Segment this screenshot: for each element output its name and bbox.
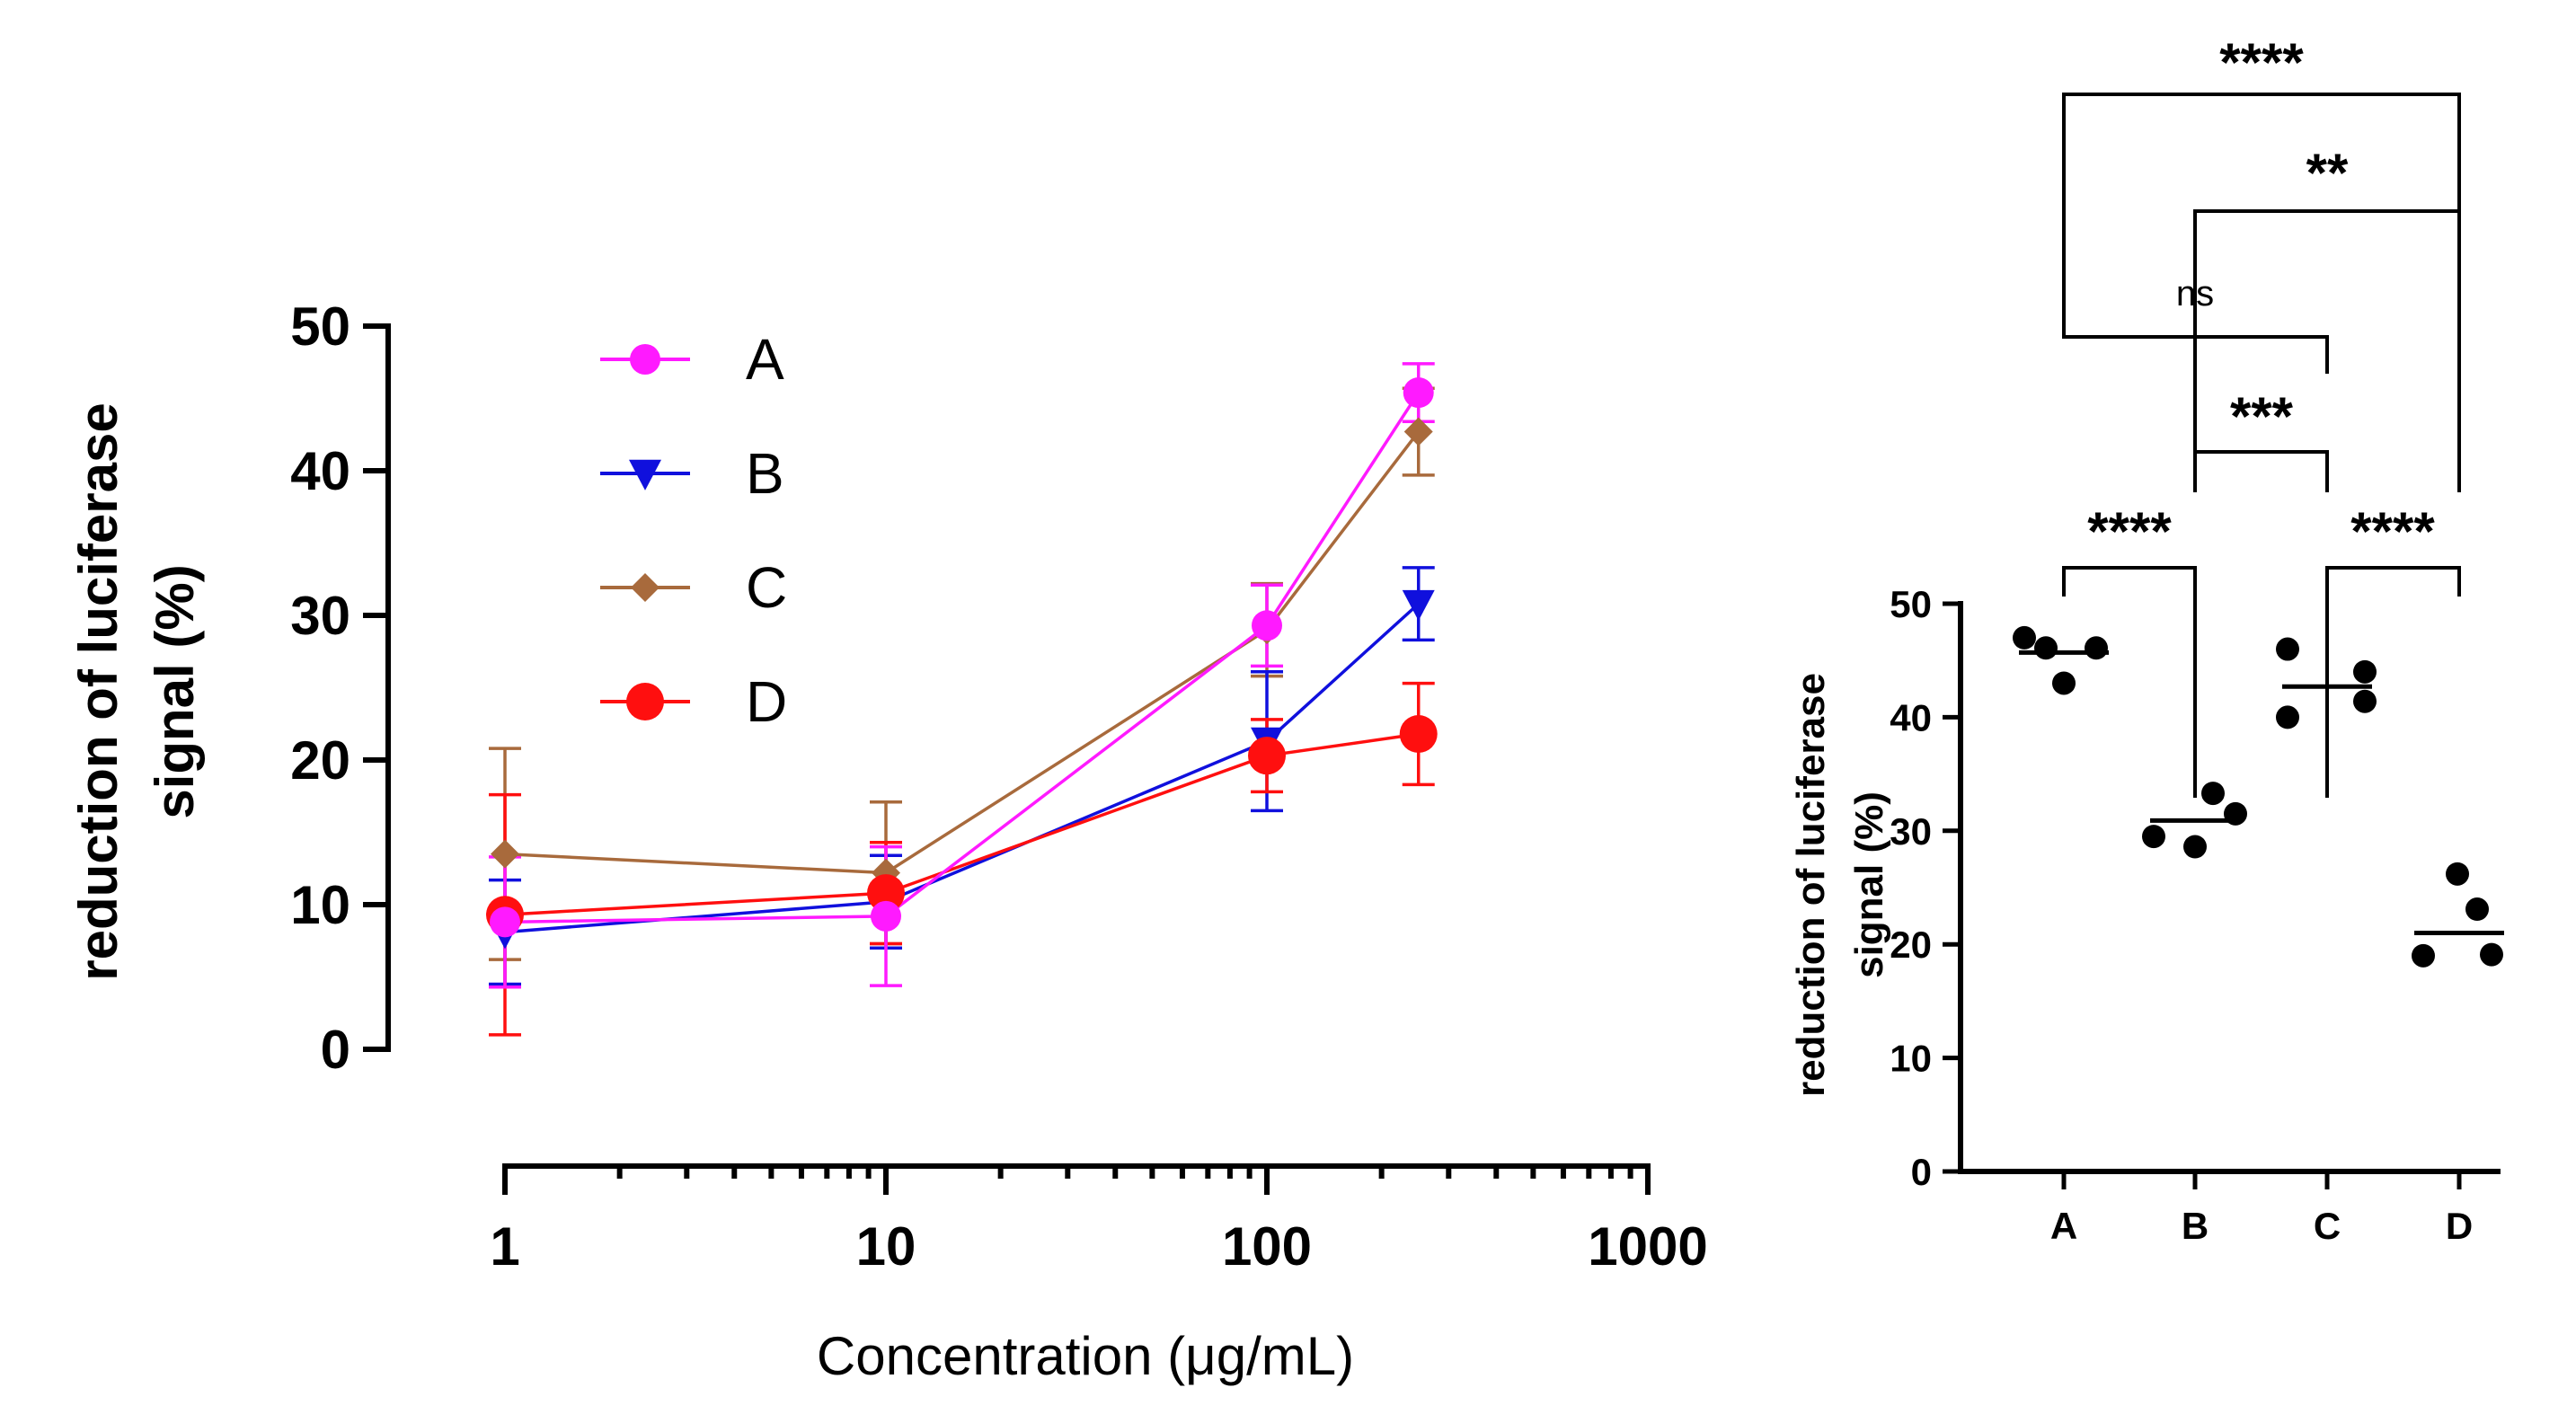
left-x-tick-label: 1 [490,1216,519,1277]
data-point-a [2085,636,2108,660]
data-point-c [491,839,519,869]
data-point-b [2183,835,2207,859]
legend-label-c: C [746,555,787,620]
left-y-tick-label: 40 [290,441,350,501]
data-point-a [490,906,520,938]
right-y-axis-label-line1: reduction of luciferase [1789,673,1833,1097]
data-point-b [2142,825,2165,849]
series-line-a [504,392,1421,924]
line-chart: reduction of luciferase signal (%) Conce… [68,296,1708,1386]
left-y-tick-label: 30 [290,586,350,646]
data-point-d [2465,897,2489,922]
legend-marker-c [631,573,659,602]
right-y-tick-label: 0 [1911,1151,1932,1193]
significance-bracket [2193,209,2461,492]
right-mean-lines [2019,650,2504,936]
left-series-lines [504,392,1421,934]
data-point-a [1403,377,1434,409]
right-y-tick-label: 40 [1890,696,1932,738]
right-x-tick-label: A [2050,1205,2077,1247]
right-x-tick-label: C [2314,1205,2341,1247]
scatter-chart: reduction of luciferase signal (%) 0 10 20… [1789,32,2504,1247]
left-y-axis-label-line2: signal (%) [145,564,205,818]
significance-brackets: ******ns******* **** [2062,32,2461,798]
legend-label-b: B [746,441,784,506]
right-y-tick-label: 10 [1890,1038,1932,1080]
right-points [2013,625,2503,968]
data-point-a [2013,625,2036,650]
significance-bracket [2062,566,2197,798]
left-x-tick-label: 1000 [1588,1216,1707,1277]
data-point-d [1399,715,1438,754]
right-axes: 0 10 20 30 40 50 A B C D [1890,583,2501,1247]
left-markers [486,377,1438,950]
legend-label-a: A [746,327,784,392]
data-point-c [2353,689,2377,713]
data-point-a [871,900,901,932]
legend-label-d: D [746,669,787,734]
left-x-axis-label: Concentration (μg/mL) [817,1326,1354,1386]
significance-label: ns [2176,274,2214,314]
significance-bracket [2325,566,2461,798]
right-x-tick-label: D [2446,1205,2473,1247]
data-point-d [1248,737,1286,775]
left-y-tick-label: 0 [321,1020,350,1080]
significance-bracket [2193,450,2329,492]
left-y-tick-label: 20 [290,730,350,791]
data-point-d [2412,943,2435,968]
left-axes: 0 10 20 30 40 50 1 10 100 1000 [290,296,1707,1277]
data-point-a [2052,671,2076,695]
data-point-d [2446,862,2469,886]
left-x-tick-label: 100 [1222,1216,1312,1277]
legend-marker-a [630,344,660,375]
data-point-b [1402,589,1435,622]
left-y-tick-label: 10 [290,875,350,935]
significance-bracket [2062,305,2329,374]
right-y-tick-label: 50 [1890,583,1932,625]
significance-label: **** [2087,501,2172,561]
data-point-a [1252,610,1282,641]
data-point-d [867,874,905,913]
data-point-a [2034,636,2058,660]
left-y-axis-label-line1: reduction of luciferase [68,402,128,980]
series-line-c [504,430,1421,875]
data-point-c [2276,705,2299,729]
legend-marker-d [626,683,664,720]
series-line-b [504,602,1420,934]
left-x-tick-label: 10 [856,1216,916,1277]
data-point-d [2480,942,2503,967]
significance-label: **** [2219,32,2304,93]
data-point-c [2276,637,2299,661]
significance-label: *** [2230,386,2294,446]
right-y-tick-label: 30 [1890,810,1932,853]
right-y-tick-label: 20 [1890,924,1932,966]
data-point-c [2353,659,2377,684]
series-line-d [504,732,1419,917]
data-point-c [1403,417,1433,446]
significance-label: **** [2350,501,2435,561]
right-y-axis-label-line2: signal (%) [1847,791,1891,978]
data-point-b [2201,782,2225,806]
legend-marker-b [629,459,661,491]
left-y-tick-label: 50 [290,296,350,357]
right-x-tick-label: B [2182,1205,2209,1247]
significance-label: ** [2306,143,2349,203]
